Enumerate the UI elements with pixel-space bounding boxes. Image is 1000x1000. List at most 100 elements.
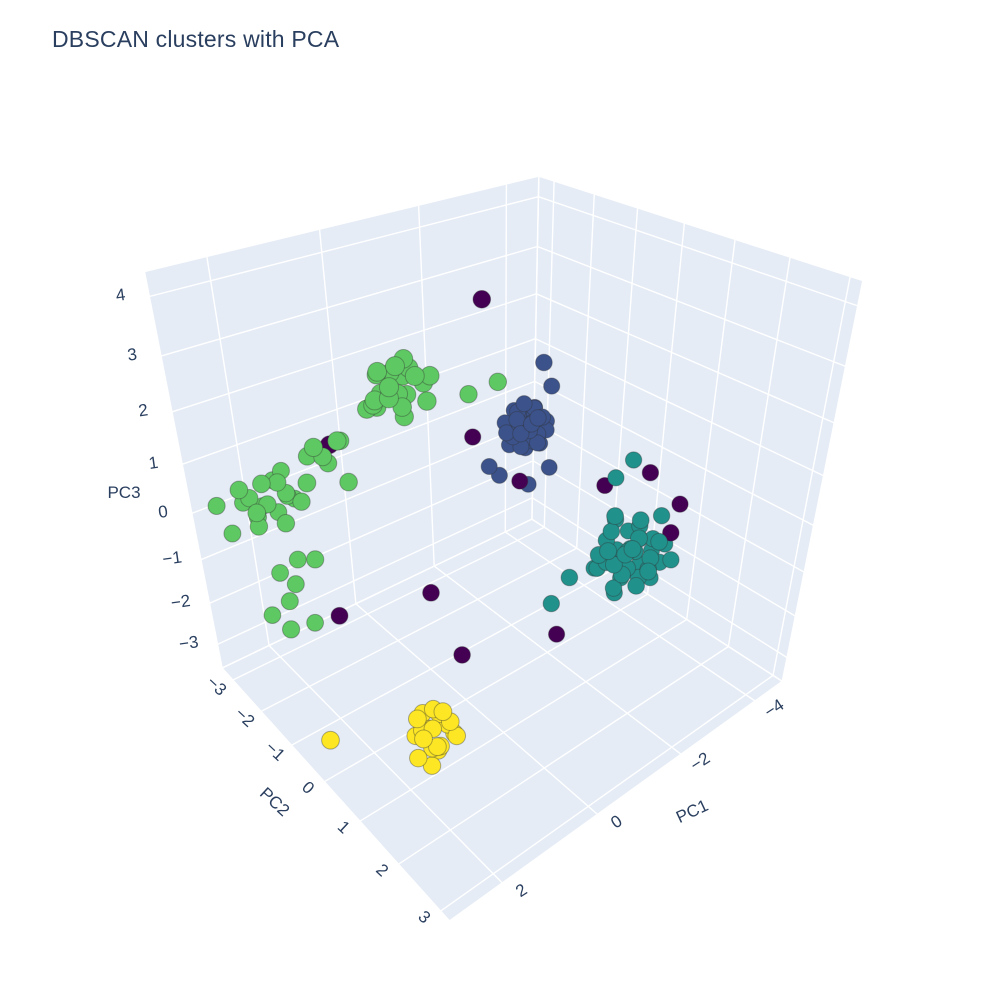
grid-line-z	[533, 421, 805, 573]
z-axis-title: PC3	[107, 483, 140, 502]
point-cluster-green[interactable]	[459, 385, 478, 404]
x-tick-label: 0	[607, 811, 625, 832]
point-cluster-blue[interactable]	[543, 377, 561, 395]
z-tick-label: −1	[161, 547, 183, 569]
point-noise-purple[interactable]	[472, 290, 492, 309]
point-cluster-green[interactable]	[378, 377, 400, 398]
point-cluster-green[interactable]	[367, 361, 388, 382]
point-cluster-blue[interactable]	[529, 409, 547, 427]
point-cluster-teal[interactable]	[652, 507, 671, 525]
grid-line-z	[171, 293, 537, 413]
grid-line-y	[772, 276, 851, 676]
point-cluster-green[interactable]	[288, 550, 307, 569]
point-cluster-yellow[interactable]	[409, 748, 428, 768]
point-cluster-green[interactable]	[207, 496, 226, 515]
point-cluster-yellow[interactable]	[321, 730, 340, 750]
point-cluster-green[interactable]	[392, 397, 413, 417]
grid-line-z	[538, 196, 859, 307]
grid-line-z	[160, 245, 538, 357]
point-cluster-green[interactable]	[384, 356, 406, 377]
point-cluster-teal[interactable]	[560, 568, 579, 587]
point-cluster-green[interactable]	[252, 474, 271, 494]
point-cluster-teal[interactable]	[662, 551, 680, 569]
point-cluster-green[interactable]	[488, 372, 508, 392]
grid-line-z	[181, 338, 536, 465]
y-tick-label: −1	[262, 738, 289, 765]
point-cluster-teal[interactable]	[542, 594, 560, 613]
point-cluster-green[interactable]	[271, 563, 290, 582]
point-noise-purple[interactable]	[464, 428, 482, 446]
point-noise-purple[interactable]	[453, 646, 471, 664]
point-cluster-green[interactable]	[292, 492, 311, 511]
grid-line-y	[323, 593, 648, 783]
grid-line-y	[440, 674, 774, 912]
point-cluster-teal[interactable]	[606, 507, 625, 526]
y-tick-label: 0	[298, 778, 318, 798]
point-cluster-yellow[interactable]	[414, 729, 433, 749]
z-tick-label: −3	[178, 632, 200, 654]
point-cluster-green[interactable]	[306, 613, 325, 632]
y-tick-label: 1	[334, 817, 354, 837]
point-cluster-blue[interactable]	[535, 353, 553, 372]
point-noise-purple[interactable]	[548, 625, 566, 643]
point-cluster-blue[interactable]	[512, 425, 530, 443]
point-cluster-teal[interactable]	[631, 511, 650, 530]
point-cluster-green[interactable]	[281, 620, 301, 639]
point-noise-purple[interactable]	[511, 472, 529, 490]
point-cluster-teal[interactable]	[602, 522, 621, 541]
point-cluster-green[interactable]	[267, 473, 287, 492]
point-cluster-teal[interactable]	[599, 542, 618, 561]
point-cluster-blue[interactable]	[480, 457, 498, 476]
point-noise-purple[interactable]	[662, 524, 680, 542]
z-tick-label: 1	[147, 453, 159, 473]
grid-line-x	[206, 256, 270, 646]
point-cluster-teal[interactable]	[607, 469, 625, 487]
point-cluster-teal[interactable]	[650, 532, 668, 551]
grid-line-x	[355, 603, 598, 815]
y-tick-label: 2	[372, 860, 392, 880]
point-cluster-teal[interactable]	[623, 540, 642, 559]
point-cluster-green[interactable]	[247, 503, 267, 523]
point-cluster-green[interactable]	[223, 524, 242, 543]
point-cluster-yellow[interactable]	[407, 709, 427, 729]
point-cluster-green[interactable]	[303, 437, 324, 458]
point-cluster-green[interactable]	[297, 473, 317, 493]
point-noise-purple[interactable]	[671, 495, 689, 513]
point-cluster-blue[interactable]	[515, 395, 533, 413]
point-cluster-green[interactable]	[404, 366, 425, 386]
y-tick-label: 3	[414, 907, 434, 927]
grid-line-z	[534, 380, 815, 527]
grid-line-y	[727, 256, 791, 647]
point-noise-purple[interactable]	[422, 583, 440, 602]
point-cluster-blue[interactable]	[540, 458, 558, 476]
x-tick-label: 2	[512, 880, 530, 901]
point-cluster-green[interactable]	[263, 606, 282, 624]
grid-line-y	[398, 645, 729, 865]
grid-line-x	[504, 531, 756, 702]
point-noise-purple[interactable]	[330, 606, 349, 625]
point-cluster-green[interactable]	[339, 472, 358, 492]
grid-line-z	[149, 196, 539, 298]
z-tick-label: −2	[170, 591, 192, 613]
grid-line-z	[209, 460, 534, 604]
point-cluster-green[interactable]	[229, 480, 249, 500]
point-cluster-green[interactable]	[306, 550, 325, 569]
grid-line-y	[260, 547, 578, 713]
point-cluster-blue[interactable]	[528, 434, 547, 452]
point-cluster-green[interactable]	[286, 575, 305, 594]
point-cluster-teal[interactable]	[627, 577, 645, 595]
point-cluster-green[interactable]	[417, 391, 437, 411]
point-cluster-teal[interactable]	[639, 562, 658, 581]
point-cluster-teal[interactable]	[624, 451, 643, 469]
point-noise-purple[interactable]	[641, 464, 660, 482]
z-tick-label: 3	[126, 345, 138, 365]
point-cluster-yellow[interactable]	[428, 737, 447, 757]
point-cluster-teal[interactable]	[604, 579, 623, 597]
grid-line-x	[268, 645, 503, 884]
point-cluster-green[interactable]	[327, 431, 347, 451]
point-cluster-green[interactable]	[280, 592, 299, 611]
point-cluster-yellow[interactable]	[433, 702, 453, 722]
point-cluster-green[interactable]	[276, 514, 296, 533]
